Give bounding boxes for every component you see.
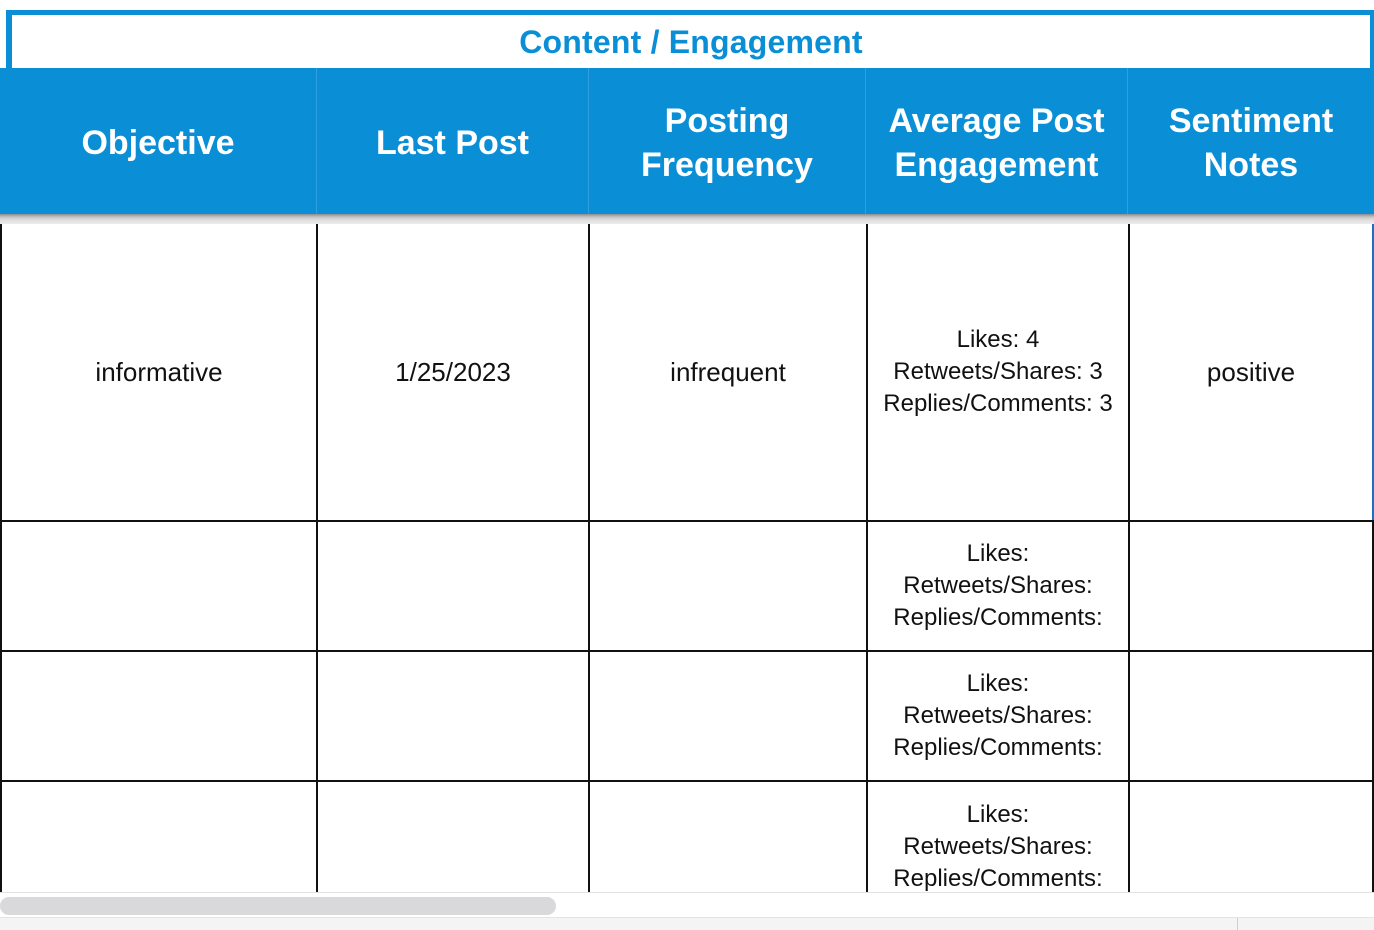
- cell-last-post[interactable]: [318, 782, 590, 892]
- section-title-cell[interactable]: Content / Engagement: [6, 10, 1374, 68]
- cell-objective[interactable]: informative: [0, 224, 318, 520]
- cell-average-post-engagement[interactable]: Likes: Retweets/Shares: Replies/Comments…: [868, 522, 1130, 650]
- cell-sentiment-notes[interactable]: [1130, 652, 1374, 780]
- table-row: informative 1/25/2023 infrequent Likes: …: [0, 224, 1374, 522]
- status-strip: [0, 917, 1374, 930]
- header-average-post-engagement[interactable]: Average Post Engagement: [866, 68, 1128, 214]
- cell-posting-frequency[interactable]: [590, 782, 868, 892]
- cell-last-post[interactable]: 1/25/2023: [318, 224, 590, 520]
- table-body: informative 1/25/2023 infrequent Likes: …: [0, 224, 1374, 892]
- header-posting-frequency[interactable]: Posting Frequency: [589, 68, 866, 214]
- section-title: Content / Engagement: [519, 24, 863, 60]
- cell-sentiment-notes[interactable]: [1130, 522, 1374, 650]
- cell-sentiment-notes[interactable]: positive: [1130, 224, 1374, 520]
- table-row: Likes: Retweets/Shares: Replies/Comments…: [0, 652, 1374, 782]
- header-sentiment-notes[interactable]: Sentiment Notes: [1168, 102, 1334, 184]
- scrollbar-thumb[interactable]: [0, 897, 556, 915]
- table-row: Likes: Retweets/Shares: Replies/Comments…: [0, 522, 1374, 652]
- cell-posting-frequency[interactable]: [590, 652, 868, 780]
- cell-average-post-engagement[interactable]: Likes: Retweets/Shares: Replies/Comments…: [868, 652, 1130, 780]
- cell-objective[interactable]: [0, 782, 318, 892]
- cell-last-post[interactable]: [318, 652, 590, 780]
- cell-posting-frequency[interactable]: infrequent: [590, 224, 868, 520]
- header-last-post[interactable]: Last Post: [317, 68, 589, 214]
- header-divider: [0, 214, 1374, 224]
- status-divider: [1237, 918, 1238, 930]
- table-row: Likes: Retweets/Shares: Replies/Comments…: [0, 782, 1374, 892]
- cell-objective[interactable]: [0, 522, 318, 650]
- cell-posting-frequency[interactable]: [590, 522, 868, 650]
- header-row: Objective Last Post Posting Frequency Av…: [0, 68, 1374, 214]
- cell-sentiment-notes[interactable]: [1130, 782, 1374, 892]
- cell-average-post-engagement[interactable]: Likes: 4 Retweets/Shares: 3 Replies/Comm…: [868, 224, 1130, 520]
- cell-objective[interactable]: [0, 652, 318, 780]
- cell-last-post[interactable]: [318, 522, 590, 650]
- cell-average-post-engagement[interactable]: Likes: Retweets/Shares: Replies/Comments…: [868, 782, 1130, 892]
- header-objective[interactable]: Objective: [0, 68, 317, 214]
